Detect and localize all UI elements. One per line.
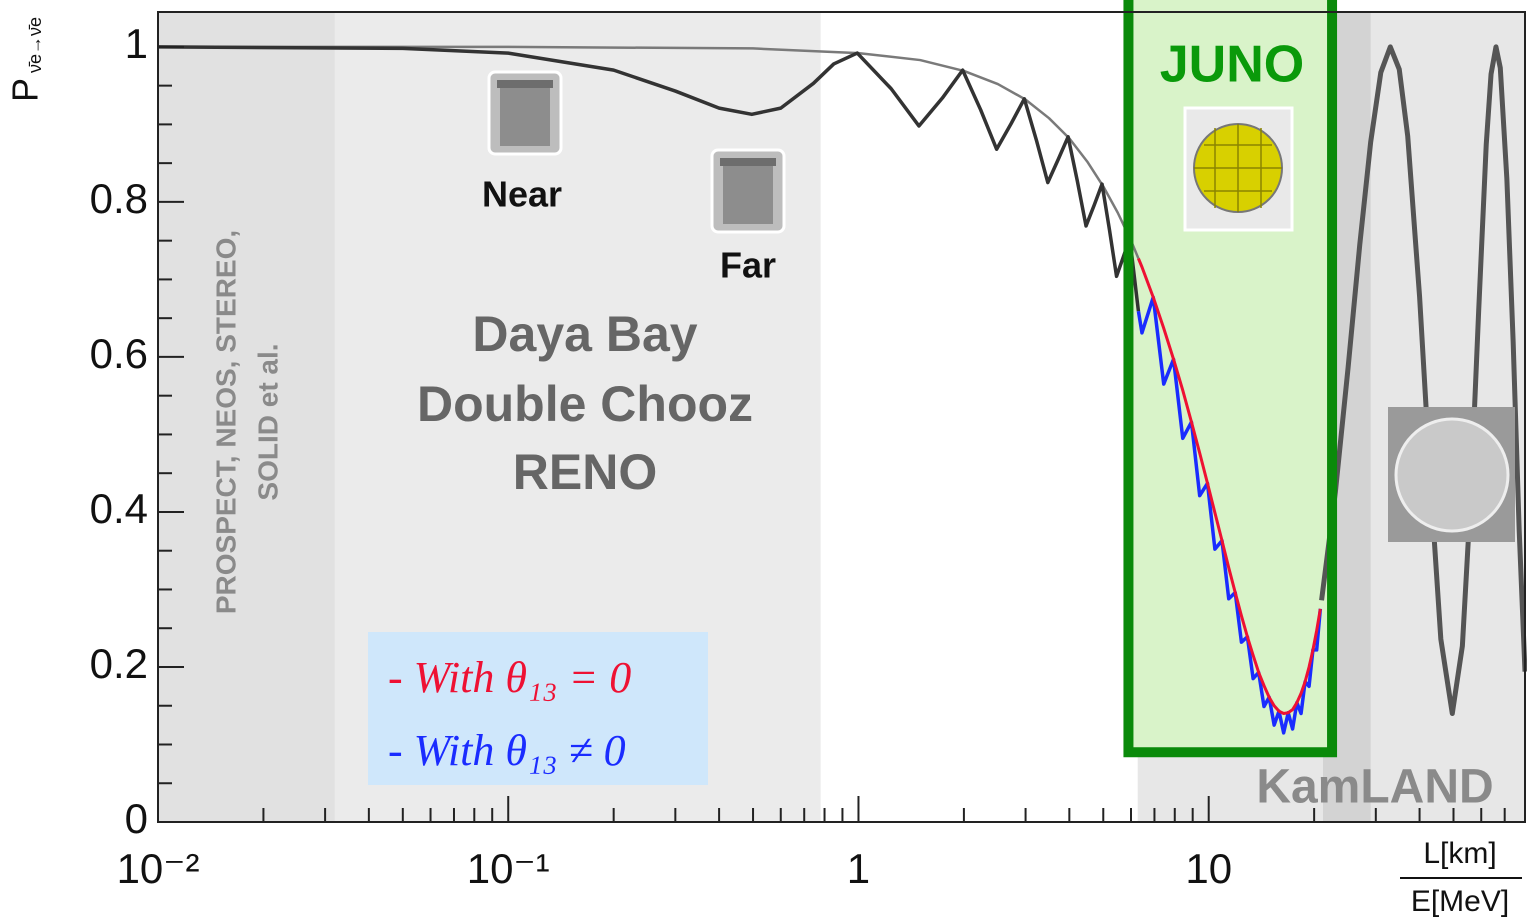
- background-layer: [158, 0, 1525, 822]
- kamland-detector-icon: [1388, 407, 1515, 542]
- y-tick-label: 0.2: [90, 640, 148, 687]
- annotation: Double Chooz: [417, 376, 753, 432]
- annotation: KamLAND: [1256, 761, 1493, 814]
- annotation: JUNO: [1160, 36, 1304, 94]
- x-axis-label: E[MeV]: [1411, 885, 1509, 918]
- y-tick-label: 0: [125, 795, 148, 842]
- annotation: Daya Bay: [472, 306, 697, 362]
- near-detector-icon: [489, 72, 561, 154]
- x-tick-label: 1: [847, 845, 870, 892]
- y-tick-label: 0.4: [90, 485, 148, 532]
- legend-entry: - With θ₁₃ = 0: [388, 653, 631, 702]
- x-tick-label: 10⁻¹: [467, 845, 550, 892]
- annotation: PROSPECT, NEOS, STEREO,: [210, 230, 241, 614]
- legend-entry: - With θ₁₃ ≠ 0: [388, 726, 626, 775]
- y-tick-label: 0.8: [90, 175, 148, 222]
- annotation: Near: [482, 174, 562, 215]
- y-tick-label: 1: [125, 20, 148, 67]
- annotation: Far: [720, 245, 776, 286]
- far-detector-icon: [712, 150, 784, 232]
- x-axis-label: L[km]: [1423, 837, 1496, 870]
- y-axis-label: P: [5, 78, 46, 102]
- x-tick-label: 10: [1185, 845, 1232, 892]
- chart: PROSPECT, NEOS, STEREO, SOLID et al. Day…: [0, 0, 1527, 924]
- shaded-region: [158, 12, 335, 822]
- x-tick-label: 10⁻²: [117, 845, 200, 892]
- y-axis-label-subscript: ν̄e→ν̄e: [25, 17, 45, 73]
- annotation: SOLID et al.: [252, 343, 283, 500]
- juno-detector-icon: [1185, 108, 1292, 230]
- annotation: RENO: [513, 444, 657, 500]
- y-tick-label: 0.6: [90, 330, 148, 377]
